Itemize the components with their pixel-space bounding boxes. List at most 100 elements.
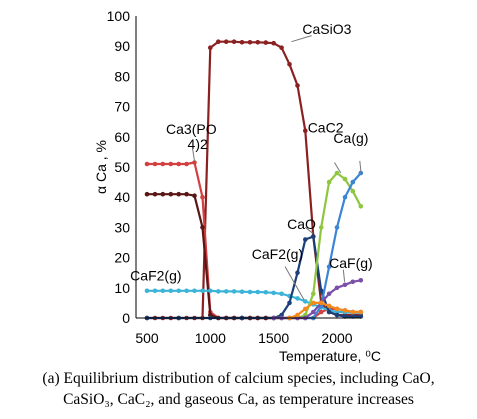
series-line: [147, 289, 361, 314]
data-point: [358, 278, 364, 283]
data-point: [192, 193, 197, 198]
data-point: [318, 225, 324, 230]
data-point: [152, 191, 158, 197]
data-point: [287, 62, 292, 67]
caption-line-1: (a) Equilibrium distribution of calcium …: [42, 370, 435, 387]
data-point: [350, 179, 356, 185]
annotation-label: CaSiO3: [302, 21, 351, 37]
y-tick-label: 60: [114, 129, 130, 145]
data-point: [152, 288, 158, 294]
data-point: [350, 188, 356, 194]
data-point: [334, 225, 340, 230]
data-point: [334, 170, 340, 176]
data-point: [168, 288, 174, 294]
data-point: [271, 40, 277, 46]
data-point: [176, 161, 181, 167]
data-point: [247, 40, 253, 45]
data-point: [239, 40, 245, 45]
data-point: [295, 83, 300, 88]
x-tick-label: 2000: [321, 330, 352, 346]
y-tick-label: 0: [122, 310, 130, 326]
data-point: [160, 288, 166, 294]
annotation-label: CaO: [287, 216, 316, 232]
data-point: [311, 309, 316, 315]
data-point: [358, 309, 364, 315]
data-point: [231, 39, 237, 44]
data-point: [144, 191, 150, 197]
data-point: [295, 312, 300, 318]
series-1: [144, 160, 364, 321]
data-point: [326, 179, 332, 185]
data-point: [144, 161, 150, 167]
data-point: [184, 161, 189, 167]
data-point: [263, 40, 269, 45]
annotation-leader: [342, 269, 346, 282]
data-point: [279, 45, 284, 50]
data-point: [208, 45, 213, 50]
data-point: [263, 290, 269, 295]
data-point: [200, 194, 205, 200]
data-point: [168, 161, 174, 167]
data-point: [295, 296, 300, 301]
data-point: [311, 234, 316, 239]
data-point: [295, 270, 300, 276]
data-point: [255, 289, 261, 295]
data-point: [303, 299, 308, 304]
data-point: [200, 225, 205, 230]
data-point: [271, 290, 277, 296]
data-point: [311, 291, 316, 297]
data-point: [160, 191, 166, 197]
annotation-leader: [334, 162, 342, 174]
data-point: [176, 288, 181, 294]
data-point: [208, 288, 213, 294]
data-point: [342, 194, 348, 200]
y-tick-label: 10: [114, 280, 130, 296]
data-point: [318, 300, 324, 306]
y-tick-label: 90: [114, 38, 130, 54]
caption-line-2: CaSiO₃, CaC₂, and gaseous Ca, as tempera…: [63, 391, 414, 408]
data-point: [168, 191, 174, 197]
annotation-leader: [291, 35, 312, 43]
data-point: [342, 282, 348, 288]
series-8: [287, 300, 364, 321]
y-tick-label: 80: [114, 68, 130, 84]
annotation-label: 4)2: [188, 136, 208, 152]
data-point: [160, 161, 166, 167]
data-point: [176, 191, 181, 197]
data-point: [318, 288, 324, 294]
x-tick-label: 1500: [258, 330, 289, 346]
data-point: [326, 264, 332, 270]
data-point: [318, 309, 324, 315]
data-point: [303, 237, 308, 242]
data-point: [223, 289, 229, 294]
data-point: [255, 40, 261, 45]
data-point: [326, 303, 332, 309]
y-tick-label: 100: [107, 8, 131, 24]
series-line: [289, 301, 361, 320]
data-point: [342, 176, 348, 182]
annotation-leader: [359, 160, 362, 174]
x-axis-label: Temperature, ⁰C: [279, 348, 381, 364]
annotation-label: CaF2(g): [130, 267, 181, 283]
annotation-label: CaC2: [308, 119, 344, 135]
data-point: [350, 309, 356, 315]
data-point: [334, 306, 340, 312]
annotation-label: CaF2(g): [252, 246, 303, 262]
y-tick-label: 40: [114, 189, 130, 205]
data-point: [200, 288, 205, 294]
data-point: [247, 289, 253, 295]
x-tick-label: 1000: [195, 330, 226, 346]
annotation-leader: [284, 266, 305, 301]
data-point: [152, 161, 158, 167]
data-point: [358, 204, 364, 209]
data-point: [334, 312, 340, 318]
data-point: [144, 288, 150, 294]
annotation-label: CaF(g): [329, 255, 373, 271]
annotation-label: Ca(g): [333, 130, 368, 146]
annotation-leader: [192, 148, 195, 162]
data-point: [192, 288, 197, 294]
x-tick-label: 500: [135, 330, 159, 346]
data-point: [239, 289, 245, 295]
data-point: [350, 279, 356, 285]
